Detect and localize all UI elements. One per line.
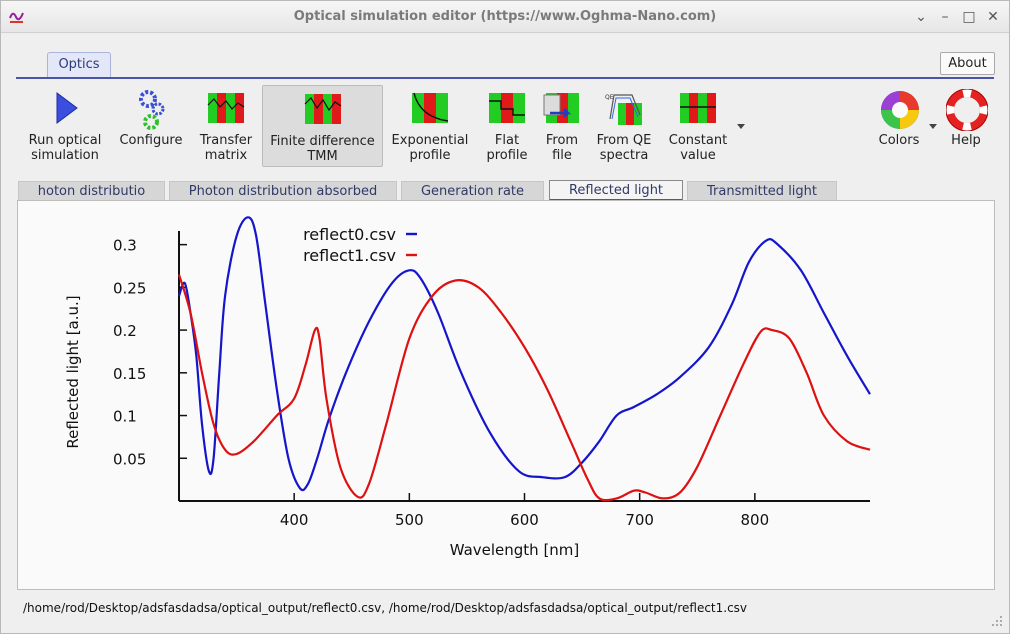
x-tick-label: 500 (395, 511, 424, 529)
run-optical-simulation-button[interactable]: Run optical simulation (23, 85, 107, 167)
window-title: Optical simulation editor (https://www.O… (293, 9, 717, 24)
y-tick-label: 0.25 (113, 279, 146, 297)
resize-grip-icon[interactable] (991, 615, 1003, 627)
status-bar-text: /home/rod/Desktop/adsfasdadsa/optical_ou… (23, 601, 748, 615)
tool-label: Run optical (28, 133, 102, 148)
tool-label: Constant (668, 133, 728, 148)
x-tick-label: 800 (741, 511, 770, 529)
minimize-icon[interactable]: – (941, 9, 949, 25)
exponential-profile-icon (410, 89, 450, 127)
gears-icon (131, 89, 171, 130)
from-file-icon (542, 89, 582, 127)
tool-label: TMM (307, 149, 338, 164)
tool-label: Colors (878, 133, 920, 148)
y-tick-label: 0.05 (113, 450, 146, 468)
x-tick-label: 600 (510, 511, 539, 529)
layer-stack-icon (206, 89, 246, 127)
app-logo-icon (9, 12, 24, 23)
play-icon (45, 89, 85, 127)
configure-button[interactable]: Configure (113, 85, 189, 167)
tab-optics[interactable]: Optics (47, 52, 111, 78)
tool-label: Finite difference (270, 134, 375, 149)
from-qe-spectra-button[interactable]: QE From QE spectra (591, 85, 657, 167)
tool-label: Transfer (199, 133, 253, 148)
chevron-down-icon[interactable] (737, 124, 745, 129)
constant-value-icon (678, 89, 718, 127)
qe-spectra-icon: QE (604, 89, 644, 127)
window-menu-icon[interactable]: ⌄ (915, 9, 927, 25)
tab-photon-distribution-absorbed[interactable]: Photon distribution absorbed (169, 181, 397, 201)
constant-value-button[interactable]: Constant value (663, 85, 733, 167)
x-axis-label: Wavelength [nm] (450, 541, 580, 559)
tool-label: Exponential (391, 133, 469, 148)
tool-label: file (552, 148, 572, 163)
tab-generation-rate[interactable]: Generation rate (401, 181, 544, 201)
tab-reflected-light[interactable]: Reflected light (549, 180, 683, 201)
tool-label: profile (486, 148, 528, 163)
chevron-down-icon[interactable] (929, 124, 937, 129)
tool-label: spectra (599, 148, 649, 163)
close-icon[interactable]: ✕ (987, 9, 999, 25)
tool-label: simulation (31, 148, 99, 163)
legend-label: reflect0.csv (303, 225, 396, 244)
lifebuoy-icon (945, 88, 989, 132)
layer-stack-icon (303, 90, 343, 128)
svg-text:QE: QE (605, 94, 614, 101)
exponential-profile-button[interactable]: Exponential profile (389, 85, 471, 167)
tool-label: profile (409, 148, 451, 163)
tool-label: From QE (596, 133, 652, 148)
ribbon-divider (16, 77, 994, 79)
y-tick-label: 0.1 (113, 408, 137, 426)
legend-label: reflect1.csv (303, 246, 396, 265)
y-tick-label: 0.15 (113, 365, 146, 383)
tool-label: Configure (119, 133, 183, 148)
x-tick-label: 400 (280, 511, 309, 529)
tool-label: Flat (494, 133, 520, 148)
from-file-button[interactable]: From file (539, 85, 585, 167)
colors-button[interactable]: Colors (871, 85, 927, 167)
color-wheel-icon (879, 89, 919, 129)
y-tick-label: 0.3 (113, 237, 137, 255)
series-line-reflect1-csv (177, 274, 871, 502)
transfer-matrix-button[interactable]: Transfer matrix (193, 85, 259, 167)
title-bar[interactable]: Optical simulation editor (https://www.O… (1, 1, 1009, 33)
tab-transmitted-light[interactable]: Transmitted light (687, 181, 837, 201)
tool-label: value (680, 148, 716, 163)
help-button[interactable]: Help (941, 85, 991, 167)
finite-difference-tmm-button[interactable]: Finite difference TMM (262, 85, 383, 167)
reflected-light-chart: 400 500 600 700 800 0.05 0.1 0.15 0.2 0.25 0.3 Wave… (64, 216, 871, 559)
series-line-reflect0-csv (177, 216, 871, 492)
y-axis-label: Reflected light [a.u.] (64, 295, 82, 448)
plot-panel[interactable]: 400 500 600 700 800 0.05 0.1 0.15 0.2 0.25 0.3 Wave… (17, 200, 995, 590)
tool-label: From (545, 133, 579, 148)
tab-photon-distribution[interactable]: hoton distributio (18, 181, 165, 201)
tool-label: Help (951, 133, 981, 148)
about-button[interactable]: About (940, 52, 995, 75)
x-tick-label: 700 (625, 511, 654, 529)
tool-label: matrix (204, 148, 248, 163)
flat-profile-button[interactable]: Flat profile (481, 85, 533, 167)
maximize-icon[interactable]: □ (962, 9, 976, 25)
y-tick-label: 0.2 (113, 322, 137, 340)
flat-profile-icon (487, 89, 527, 127)
